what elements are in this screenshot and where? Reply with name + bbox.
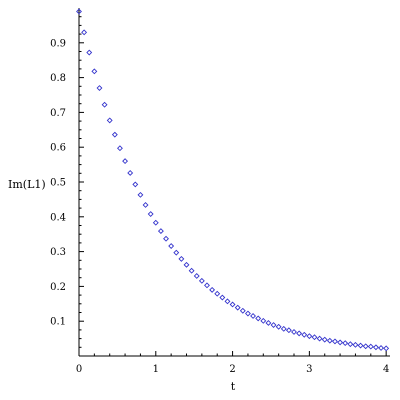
data-point: [296, 330, 303, 337]
data-point: [152, 219, 159, 226]
data-point: [383, 345, 390, 352]
data-point: [260, 317, 267, 324]
data-point: [357, 342, 364, 349]
data-point: [91, 68, 98, 75]
data-point: [122, 158, 129, 165]
y-tick-label: 0.9: [50, 38, 66, 49]
data-point: [157, 228, 164, 235]
data-point: [142, 202, 149, 208]
data-point: [178, 255, 185, 262]
data-point: [275, 323, 282, 330]
data-point: [117, 145, 123, 152]
data-point: [367, 343, 374, 350]
data-point: [229, 301, 236, 308]
data-point: [219, 294, 226, 301]
y-tick-label: 0.7: [50, 108, 66, 119]
data-point: [198, 277, 205, 284]
data-point: [101, 101, 108, 108]
y-tick-label: 0.3: [50, 247, 66, 258]
x-tick-label: 4: [383, 364, 389, 375]
data-point: [132, 181, 139, 188]
ticks: 0 1 2 3 4 0.1 0.2 0.3 0.4 0.5 0.6 0.7 0.8 0.9: [50, 16, 389, 375]
y-tick-label: 0.4: [50, 212, 66, 223]
data-point: [280, 325, 287, 332]
data-point: [188, 267, 195, 274]
data-point: [163, 235, 169, 242]
data-point: [147, 211, 154, 217]
data-point: [285, 327, 292, 334]
y-axis-label: Im(L1): [8, 178, 46, 191]
x-axis-label: t: [231, 380, 236, 393]
data-point: [372, 344, 379, 351]
data-point: [173, 249, 180, 256]
x-tick-label: 2: [229, 364, 235, 375]
data-point: [168, 243, 175, 249]
data-point: [193, 273, 200, 279]
data-point: [337, 339, 344, 346]
data-point: [86, 49, 93, 56]
data-point: [111, 131, 118, 138]
y-tick-label: 0.8: [50, 73, 66, 84]
data-point: [326, 337, 333, 344]
data-point: [270, 322, 277, 328]
data-point: [204, 282, 210, 289]
data-point: [255, 315, 262, 322]
data-point: [214, 290, 221, 297]
data-point: [347, 341, 354, 348]
data-points: [76, 8, 390, 352]
x-tick-label: 1: [153, 364, 159, 375]
data-point: [265, 320, 272, 326]
data-point: [245, 310, 251, 317]
data-point: [81, 29, 88, 36]
data-point: [127, 170, 134, 176]
data-point: [291, 329, 297, 335]
data-point: [183, 261, 190, 268]
y-tick-label: 0.2: [50, 282, 66, 293]
data-point: [239, 307, 246, 314]
data-point: [209, 286, 216, 293]
y-tick-label: 0.5: [50, 178, 66, 189]
data-point: [332, 338, 338, 345]
data-point: [106, 117, 113, 124]
data-point: [76, 8, 82, 15]
data-point: [306, 333, 313, 340]
x-tick-label: 0: [76, 364, 82, 375]
data-point: [301, 331, 308, 338]
data-point: [96, 85, 103, 91]
data-point: [342, 340, 349, 347]
data-point: [234, 304, 241, 311]
data-point: [137, 191, 144, 198]
data-point: [316, 335, 323, 342]
data-point: [311, 334, 318, 341]
data-point: [224, 298, 231, 305]
data-point: [362, 343, 369, 350]
data-point: [321, 336, 328, 343]
data-point: [352, 341, 359, 348]
y-tick-label: 0.6: [50, 143, 66, 154]
x-tick-label: 3: [306, 364, 312, 375]
data-point: [250, 313, 256, 319]
data-point: [378, 345, 384, 351]
y-tick-label: 0.1: [50, 317, 66, 328]
